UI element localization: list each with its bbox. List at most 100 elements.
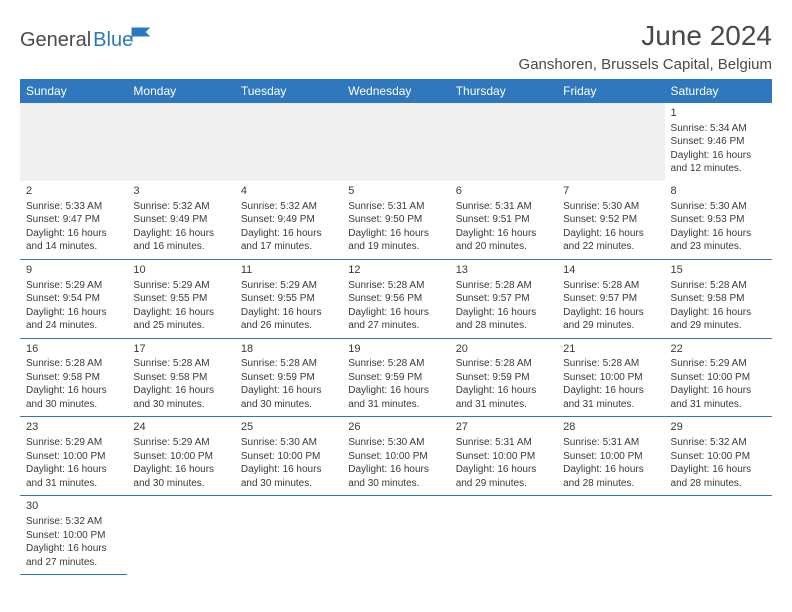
day-info-line: and 14 minutes. xyxy=(26,240,121,254)
day-info-line: Daylight: 16 hours xyxy=(456,306,551,320)
day-info-line: Sunrise: 5:29 AM xyxy=(133,436,228,450)
weekday-header-row: Sunday Monday Tuesday Wednesday Thursday… xyxy=(20,79,772,103)
day-info-line: Sunrise: 5:28 AM xyxy=(348,279,443,293)
day-info-line: Daylight: 16 hours xyxy=(133,227,228,241)
calendar-body: 1Sunrise: 5:34 AMSunset: 9:46 PMDaylight… xyxy=(20,103,772,575)
day-info-line: Sunset: 9:50 PM xyxy=(348,213,443,227)
day-info-line: Daylight: 16 hours xyxy=(456,384,551,398)
day-cell: 28Sunrise: 5:31 AMSunset: 10:00 PMDaylig… xyxy=(557,417,664,496)
day-number: 12 xyxy=(348,263,443,278)
day-info-line: Sunrise: 5:31 AM xyxy=(456,200,551,214)
day-info-line: and 27 minutes. xyxy=(348,319,443,333)
day-cell: 30Sunrise: 5:32 AMSunset: 10:00 PMDaylig… xyxy=(20,496,127,575)
day-info-line: Sunset: 10:00 PM xyxy=(671,450,766,464)
day-info-line: and 26 minutes. xyxy=(241,319,336,333)
day-info-line: Sunset: 10:00 PM xyxy=(133,450,228,464)
day-info-line: and 23 minutes. xyxy=(671,240,766,254)
day-cell xyxy=(450,496,557,575)
day-info-line: and 27 minutes. xyxy=(26,556,121,570)
day-info-line: Sunrise: 5:28 AM xyxy=(26,357,121,371)
day-info-line: Daylight: 16 hours xyxy=(563,463,658,477)
day-info-line: Sunrise: 5:28 AM xyxy=(456,357,551,371)
day-info-line: and 31 minutes. xyxy=(348,398,443,412)
day-number: 8 xyxy=(671,184,766,199)
day-info-line: Sunset: 9:58 PM xyxy=(133,371,228,385)
day-info-line: Daylight: 16 hours xyxy=(563,306,658,320)
day-number: 24 xyxy=(133,420,228,435)
day-cell: 17Sunrise: 5:28 AMSunset: 9:58 PMDayligh… xyxy=(127,338,234,417)
title-block: June 2024 Ganshoren, Brussels Capital, B… xyxy=(519,20,772,73)
weekday-header: Saturday xyxy=(665,79,772,103)
day-number: 14 xyxy=(563,263,658,278)
day-cell: 12Sunrise: 5:28 AMSunset: 9:56 PMDayligh… xyxy=(342,259,449,338)
day-info-line: Daylight: 16 hours xyxy=(26,542,121,556)
calendar-table: Sunday Monday Tuesday Wednesday Thursday… xyxy=(20,79,772,575)
day-info-line: Daylight: 16 hours xyxy=(563,384,658,398)
day-number: 30 xyxy=(26,499,121,514)
day-info-line: Sunrise: 5:29 AM xyxy=(671,357,766,371)
day-info-line: Sunrise: 5:31 AM xyxy=(563,436,658,450)
day-cell: 8Sunrise: 5:30 AMSunset: 9:53 PMDaylight… xyxy=(665,181,772,259)
day-info-line: and 16 minutes. xyxy=(133,240,228,254)
day-info-line: Sunset: 9:57 PM xyxy=(563,292,658,306)
day-info-line: and 31 minutes. xyxy=(26,477,121,491)
day-info-line: Daylight: 16 hours xyxy=(26,384,121,398)
day-number: 28 xyxy=(563,420,658,435)
weekday-header: Sunday xyxy=(20,79,127,103)
day-info-line: Daylight: 16 hours xyxy=(348,227,443,241)
day-cell: 13Sunrise: 5:28 AMSunset: 9:57 PMDayligh… xyxy=(450,259,557,338)
day-info-line: Sunrise: 5:28 AM xyxy=(671,279,766,293)
day-cell: 20Sunrise: 5:28 AMSunset: 9:59 PMDayligh… xyxy=(450,338,557,417)
weekday-header: Tuesday xyxy=(235,79,342,103)
day-cell: 27Sunrise: 5:31 AMSunset: 10:00 PMDaylig… xyxy=(450,417,557,496)
day-info-line: Sunrise: 5:30 AM xyxy=(241,436,336,450)
day-info-line: Daylight: 16 hours xyxy=(671,384,766,398)
day-info-line: Sunset: 9:58 PM xyxy=(26,371,121,385)
day-info-line: and 30 minutes. xyxy=(348,477,443,491)
day-info-line: Sunrise: 5:29 AM xyxy=(241,279,336,293)
logo-flag-icon xyxy=(131,26,153,44)
day-cell xyxy=(20,103,127,181)
day-info-line: Sunset: 10:00 PM xyxy=(671,371,766,385)
day-cell xyxy=(557,496,664,575)
day-info-line: and 20 minutes. xyxy=(456,240,551,254)
day-cell: 23Sunrise: 5:29 AMSunset: 10:00 PMDaylig… xyxy=(20,417,127,496)
day-info-line: and 30 minutes. xyxy=(26,398,121,412)
month-title: June 2024 xyxy=(519,20,772,52)
day-info-line: Sunset: 9:53 PM xyxy=(671,213,766,227)
day-cell: 11Sunrise: 5:29 AMSunset: 9:55 PMDayligh… xyxy=(235,259,342,338)
day-number: 25 xyxy=(241,420,336,435)
day-cell: 10Sunrise: 5:29 AMSunset: 9:55 PMDayligh… xyxy=(127,259,234,338)
day-cell: 18Sunrise: 5:28 AMSunset: 9:59 PMDayligh… xyxy=(235,338,342,417)
logo-text-1: General xyxy=(20,29,91,52)
day-info-line: Daylight: 16 hours xyxy=(26,306,121,320)
day-info-line: Daylight: 16 hours xyxy=(456,463,551,477)
day-number: 22 xyxy=(671,342,766,357)
day-cell: 22Sunrise: 5:29 AMSunset: 10:00 PMDaylig… xyxy=(665,338,772,417)
day-info-line: and 31 minutes. xyxy=(456,398,551,412)
day-number: 11 xyxy=(241,263,336,278)
day-info-line: Daylight: 16 hours xyxy=(133,384,228,398)
day-info-line: Sunrise: 5:32 AM xyxy=(133,200,228,214)
day-info-line: Sunrise: 5:31 AM xyxy=(456,436,551,450)
day-info-line: Daylight: 16 hours xyxy=(133,306,228,320)
day-info-line: and 24 minutes. xyxy=(26,319,121,333)
day-info-line: Sunset: 10:00 PM xyxy=(456,450,551,464)
day-number: 3 xyxy=(133,184,228,199)
day-info-line: and 30 minutes. xyxy=(133,398,228,412)
day-cell: 2Sunrise: 5:33 AMSunset: 9:47 PMDaylight… xyxy=(20,181,127,259)
weekday-header: Wednesday xyxy=(342,79,449,103)
day-cell xyxy=(342,103,449,181)
day-cell: 5Sunrise: 5:31 AMSunset: 9:50 PMDaylight… xyxy=(342,181,449,259)
day-info-line: Daylight: 16 hours xyxy=(241,463,336,477)
day-info-line: Sunrise: 5:28 AM xyxy=(563,357,658,371)
day-cell: 1Sunrise: 5:34 AMSunset: 9:46 PMDaylight… xyxy=(665,103,772,181)
day-info-line: and 30 minutes. xyxy=(241,398,336,412)
day-cell xyxy=(127,496,234,575)
day-info-line: and 31 minutes. xyxy=(671,398,766,412)
day-info-line: Sunset: 10:00 PM xyxy=(241,450,336,464)
day-info-line: Sunset: 9:46 PM xyxy=(671,135,766,149)
day-number: 13 xyxy=(456,263,551,278)
day-info-line: and 19 minutes. xyxy=(348,240,443,254)
logo: GeneralBlue xyxy=(20,26,153,54)
